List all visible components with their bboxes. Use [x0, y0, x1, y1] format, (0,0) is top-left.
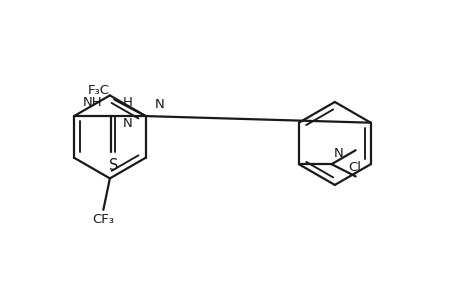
Text: NH: NH: [83, 96, 102, 109]
Text: H: H: [122, 96, 132, 109]
Text: Cl: Cl: [347, 161, 360, 174]
Text: F₃C: F₃C: [88, 84, 110, 98]
Text: S: S: [109, 158, 118, 173]
Text: N: N: [154, 98, 164, 111]
Text: N: N: [333, 147, 343, 160]
Text: N: N: [122, 117, 132, 130]
Text: CF₃: CF₃: [92, 213, 114, 226]
